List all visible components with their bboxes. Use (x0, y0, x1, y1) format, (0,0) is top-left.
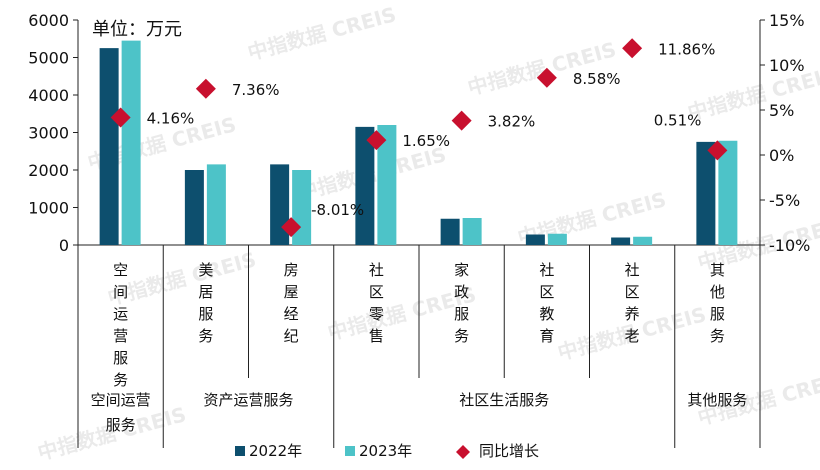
category-label-char: 老 (625, 327, 640, 345)
category-label-char: 空 (113, 261, 128, 279)
growth-data-label: -8.01% (311, 201, 364, 219)
growth-data-label: 7.36% (232, 81, 280, 99)
category-label-char: 政 (454, 283, 469, 301)
bar-2023年 (547, 233, 567, 245)
category-label-char: 零 (369, 305, 384, 323)
bar-2022年 (525, 234, 545, 245)
category-label-char: 其 (710, 261, 725, 279)
bar-2022年 (611, 237, 631, 245)
category-label-char: 社 (539, 261, 554, 279)
right-tick-label: -5% (769, 191, 800, 210)
bar-2022年 (355, 126, 375, 245)
right-tick-label: -10% (769, 236, 810, 255)
labels-layer: 空间运营服务美居服务房屋经纪社区零售家政服务社区教育社区养老其他服务空间运营服务… (91, 40, 748, 434)
category-label-char: 服 (198, 305, 213, 323)
legend-label: 2022年 (249, 442, 302, 460)
left-tick-label: 4000 (28, 86, 69, 105)
left-tick-label: 5000 (28, 49, 69, 68)
category-label-char: 间 (113, 283, 128, 301)
category-label-char: 居 (198, 283, 213, 301)
right-tick-label: 0% (769, 146, 794, 165)
left-tick-label: 0 (59, 236, 69, 255)
legend-swatch (235, 446, 245, 456)
category-label-char: 他 (710, 283, 725, 301)
bar-2023年 (718, 140, 738, 245)
growth-data-label: 0.51% (654, 111, 702, 129)
growth-point (110, 107, 131, 128)
category-label-char: 房 (284, 261, 299, 279)
left-tick-label: 3000 (28, 124, 69, 143)
category-label-char: 区 (369, 283, 384, 301)
group-label: 社区生活服务 (459, 391, 549, 409)
growth-data-label: 8.58% (573, 70, 621, 88)
right-tick-label: 5% (769, 101, 794, 120)
legend-swatch (345, 446, 355, 456)
growth-points-layer (110, 38, 728, 238)
category-label-char: 务 (198, 327, 213, 345)
bar-2023年 (633, 236, 653, 245)
growth-point (707, 140, 728, 161)
bar-2022年 (184, 170, 204, 245)
bar-2022年 (696, 141, 716, 245)
legend-swatch (456, 445, 470, 459)
growth-data-label: 11.86% (658, 40, 715, 58)
bar-2022年 (99, 48, 119, 245)
category-label-char: 养 (625, 305, 640, 323)
growth-data-label: 1.65% (402, 132, 450, 150)
bar-2023年 (121, 40, 141, 245)
growth-point (195, 78, 216, 99)
category-label-char: 美 (198, 261, 213, 279)
legend: 2022年 2023年 同比增长 (235, 442, 539, 460)
growth-data-label: 4.16% (147, 110, 195, 128)
category-label-char: 务 (710, 327, 725, 345)
group-label: 空间运营 (91, 391, 151, 409)
group-label: 资产运营服务 (203, 391, 293, 409)
bar-2023年 (377, 125, 397, 245)
category-label-char: 服 (454, 305, 469, 323)
category-label-char: 务 (454, 327, 469, 345)
category-label-char: 经 (284, 305, 299, 323)
category-label-char: 区 (539, 283, 554, 301)
growth-point (366, 130, 387, 151)
category-label-char: 营 (113, 327, 128, 345)
left-tick-label: 1000 (28, 199, 69, 218)
bar-2023年 (292, 170, 312, 245)
legend-label: 同比增长 (479, 442, 539, 460)
growth-data-label: 3.82% (488, 113, 536, 131)
watermark-text: 中指数据 CREIS (245, 2, 399, 65)
category-label-char: 教 (539, 305, 554, 323)
category-label-char: 纪 (284, 327, 299, 345)
growth-point (281, 217, 302, 238)
right-tick-label: 15% (769, 11, 805, 30)
category-label-char: 社 (625, 261, 640, 279)
bar-2023年 (462, 218, 482, 245)
bars-layer (99, 40, 738, 245)
category-label-char: 服 (710, 305, 725, 323)
group-label: 服务 (106, 416, 136, 434)
category-label-char: 社 (369, 261, 384, 279)
category-label-char: 运 (113, 305, 128, 323)
category-label-char: 服 (113, 349, 128, 367)
left-tick-label: 2000 (28, 161, 69, 180)
category-label-char: 家 (454, 261, 469, 279)
category-label-char: 育 (539, 327, 554, 345)
category-label-char: 售 (369, 327, 384, 345)
bar-2023年 (206, 164, 226, 245)
bar-2022年 (440, 218, 460, 245)
watermark-text: 中指数据 CREIS (465, 37, 619, 100)
unit-label: 单位：万元 (92, 19, 182, 40)
category-label-char: 务 (113, 371, 128, 389)
category-label-char: 区 (625, 283, 640, 301)
category-label-char: 屋 (284, 283, 299, 301)
bar-2022年 (270, 164, 290, 245)
legend-label: 2023年 (359, 442, 412, 460)
right-tick-label: 10% (769, 56, 805, 75)
growth-point (622, 38, 643, 59)
growth-point (536, 67, 557, 88)
group-label: 其他服务 (687, 391, 747, 409)
axes-layer: 0 1000 2000 3000 4000 5000 6000 -10% -5% 0% 5% 10% 1… (28, 11, 810, 448)
left-tick-label: 6000 (28, 11, 69, 30)
growth-point (451, 110, 472, 131)
